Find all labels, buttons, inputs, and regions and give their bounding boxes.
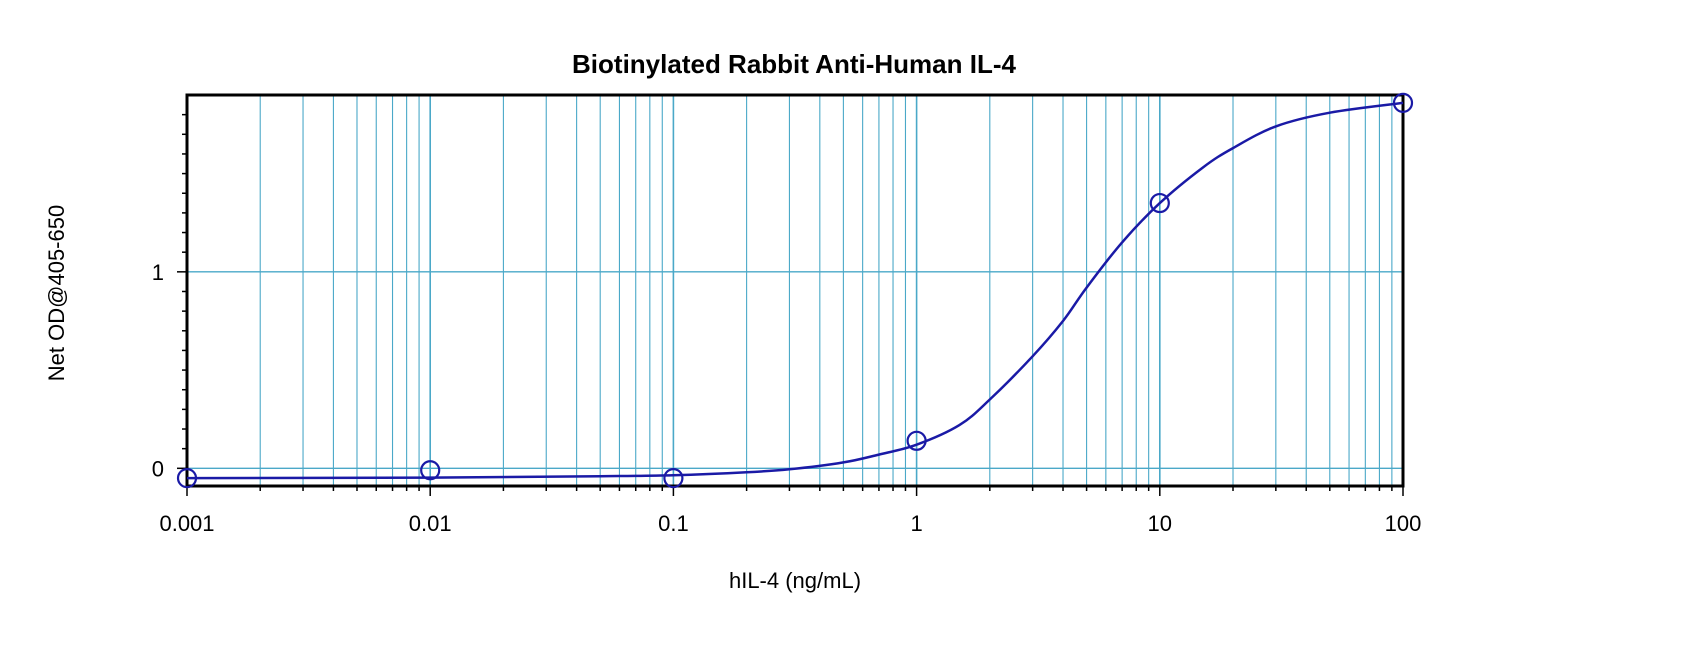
x-tick-label: 10	[1148, 511, 1172, 536]
x-tick-label: 100	[1385, 511, 1422, 536]
data-points	[176, 92, 1414, 489]
data-point	[906, 430, 927, 451]
y-tick-label: 1	[152, 260, 164, 285]
y-tick-label: 0	[152, 456, 164, 481]
x-tick-label: 1	[910, 511, 922, 536]
x-tick-labels: 0.001 0.01 0.1 1 10 100	[159, 511, 1421, 536]
data-point	[176, 468, 198, 489]
fit-curve	[186, 101, 1404, 480]
data-point	[663, 468, 684, 489]
axis-ticks	[177, 113, 1404, 496]
grid	[187, 95, 1403, 486]
data-point	[1392, 92, 1414, 113]
data-point	[420, 460, 441, 481]
chart-title: Biotinylated Rabbit Anti-Human IL-4	[572, 49, 1016, 79]
plot-frame	[185, 93, 1405, 488]
x-axis-label: hIL-4 (ng/mL)	[729, 568, 861, 593]
y-axis-label: Net OD@405-650	[44, 205, 69, 381]
data-point	[1149, 192, 1170, 214]
y-tick-labels: 01	[152, 260, 164, 481]
x-tick-label: 0.1	[658, 511, 689, 536]
x-tick-label: 0.001	[159, 511, 214, 536]
x-tick-label: 0.01	[409, 511, 452, 536]
